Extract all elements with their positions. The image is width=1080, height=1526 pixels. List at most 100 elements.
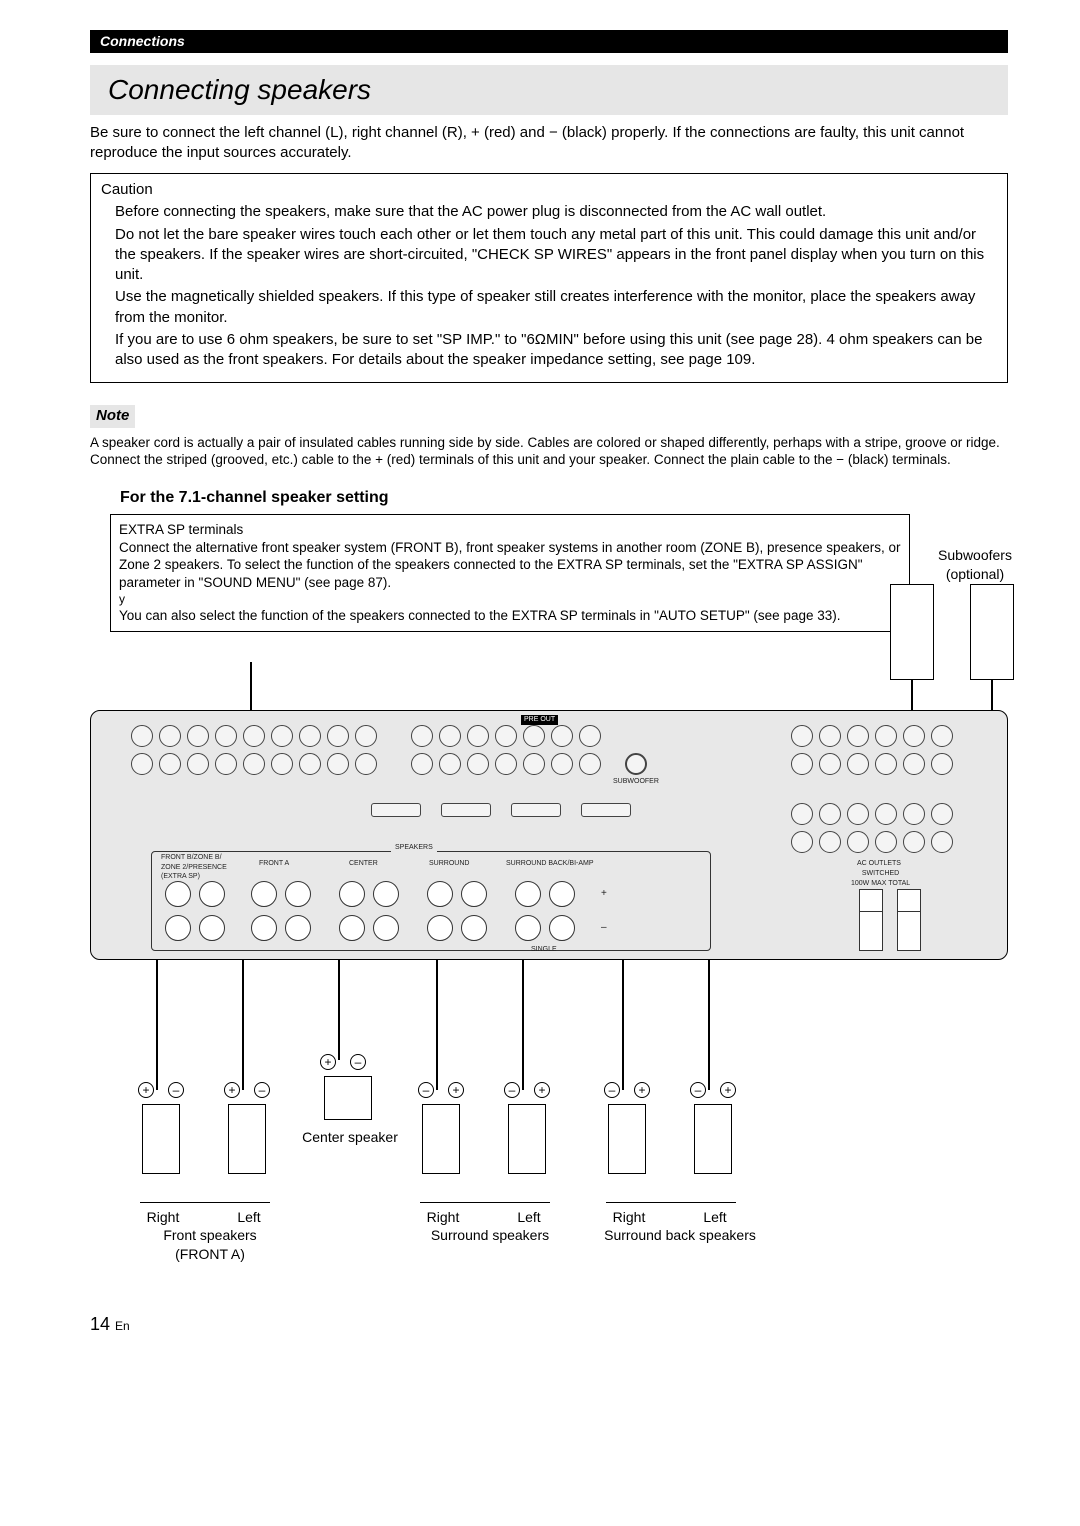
pol-minus: –: [418, 1082, 434, 1098]
subwoofer-label-text: Subwoofers: [938, 547, 1012, 563]
center-top: [339, 881, 399, 907]
pol-plus: +: [320, 1054, 336, 1070]
surround-bot: [427, 915, 487, 941]
pol-minus: –: [168, 1082, 184, 1098]
pol-plus: +: [720, 1082, 736, 1098]
fronta-label: FRONT A: [259, 859, 289, 868]
front-right-label: Right: [138, 1208, 188, 1227]
front-group-text: Front speakers: [163, 1227, 256, 1243]
speakers-label: SPEAKERS: [391, 843, 437, 852]
fronta-bot: [251, 915, 311, 941]
page-number: 14 En: [90, 1312, 1008, 1336]
wiring-diagram: EXTRA SP terminals Connect the alternati…: [90, 514, 1008, 1284]
center-bot: [339, 915, 399, 941]
sub-heading: For the 7.1-channel speaker setting: [120, 487, 1008, 509]
pol-minus: –: [504, 1082, 520, 1098]
video-row-2: [791, 753, 953, 775]
sback-top: [515, 881, 575, 907]
front-right-spk: [142, 1104, 180, 1174]
sback-group-label: Surround back speakers: [580, 1226, 780, 1245]
caution-item: Do not let the bare speaker wires touch …: [115, 225, 997, 286]
surround-bracket: [420, 1202, 550, 1203]
pol-plus: +: [448, 1082, 464, 1098]
sback-left-label: Left: [690, 1208, 740, 1227]
front-group-label: Front speakers (FRONT A): [140, 1226, 280, 1264]
sub-line-1: [911, 680, 913, 710]
caution-item: Before connecting the speakers, make sur…: [115, 202, 997, 222]
page-title: Connecting speakers: [108, 74, 371, 105]
pol-plus: +: [534, 1082, 550, 1098]
line-sr-l: [522, 960, 524, 1090]
surround-left-spk: [508, 1104, 546, 1174]
page-suffix: En: [115, 1319, 130, 1333]
front-left-label: Left: [224, 1208, 274, 1227]
preout-row-top: [411, 725, 601, 747]
subwoofer-optional: (optional): [946, 566, 1004, 582]
surround-left-label: Left: [504, 1208, 554, 1227]
fronta-top: [251, 881, 311, 907]
preout-label: PRE OUT: [521, 715, 558, 724]
extra-sp-title: EXTRA SP terminals: [119, 521, 901, 539]
center-spk: [324, 1076, 372, 1120]
center-speaker-label: Center speaker: [290, 1128, 410, 1147]
extra-sp-body: Connect the alternative front speaker sy…: [119, 539, 901, 592]
extrasp-terms-bot: [165, 915, 225, 941]
header-bar: Connections: [90, 30, 1008, 53]
pol-plus: +: [138, 1082, 154, 1098]
sback-right-spk: [608, 1104, 646, 1174]
sback-left-spk: [694, 1104, 732, 1174]
ac-outlet-4: [897, 911, 921, 951]
sback-label: SURROUND BACK/BI-AMP: [506, 859, 594, 868]
subwoofer-label: Subwoofers (optional): [920, 546, 1030, 584]
hdmi-row: [371, 803, 631, 817]
rca-row-2: [131, 753, 377, 775]
subwoofer-box-2: [970, 584, 1014, 680]
surround-label: SURROUND: [429, 859, 469, 868]
surround-top: [427, 881, 487, 907]
page-title-bar: Connecting speakers: [90, 65, 1008, 115]
extrasp-terms-top: [165, 881, 225, 907]
subwoofer-out: [625, 753, 647, 775]
front-bracket: [140, 1202, 270, 1203]
pol-minus: –: [604, 1082, 620, 1098]
note-label: Note: [90, 405, 135, 427]
ac-outlet-3: [859, 911, 883, 951]
caution-item: Use the magnetically shielded speakers. …: [115, 287, 997, 328]
pol-minus: –: [690, 1082, 706, 1098]
video-row-top: [791, 725, 953, 747]
single-label: SINGLE: [531, 945, 557, 954]
sback-bot: [515, 915, 575, 941]
caution-box: Caution Before connecting the speakers, …: [90, 173, 1008, 383]
sback-bracket: [606, 1202, 736, 1203]
pol-plus: +: [634, 1082, 650, 1098]
note-block: Note A speaker cord is actually a pair o…: [90, 405, 1008, 468]
surround-group-label: Surround speakers: [410, 1226, 570, 1245]
minus-sign: –: [601, 921, 607, 935]
front-a-text: (FRONT A): [175, 1246, 245, 1262]
caution-label: Caution: [101, 180, 997, 200]
extrasp-label: FRONT B/ZONE B/ ZONE 2/PRESENCE (EXTRA S…: [161, 853, 227, 881]
subwoofer-box-1: [890, 584, 934, 680]
subwoofer-out-label: SUBWOOFER: [613, 777, 659, 786]
surround-right-spk: [422, 1104, 460, 1174]
component-row-2: [791, 831, 953, 853]
preout-row-2: [411, 753, 601, 775]
plus-sign: +: [601, 887, 607, 901]
line-center: [338, 960, 340, 1060]
tip-icon: y: [119, 592, 901, 608]
ac-outlets-label: AC OUTLETS: [857, 859, 901, 868]
pol-minus: –: [254, 1082, 270, 1098]
line-sb-l: [708, 960, 710, 1090]
header-section: Connections: [100, 33, 185, 49]
component-row-1: [791, 803, 953, 825]
intro-text: Be sure to connect the left channel (L),…: [90, 123, 1008, 164]
rca-row-top: [131, 725, 377, 747]
pol-plus: +: [224, 1082, 240, 1098]
front-left-spk: [228, 1104, 266, 1174]
line-fr-l: [242, 960, 244, 1090]
extra-sp-callout: EXTRA SP terminals Connect the alternati…: [110, 514, 910, 631]
line-sb-r: [622, 960, 624, 1090]
sub-line-2: [991, 680, 993, 710]
caution-list: Before connecting the speakers, make sur…: [101, 202, 997, 370]
sback-right-label: Right: [604, 1208, 654, 1227]
